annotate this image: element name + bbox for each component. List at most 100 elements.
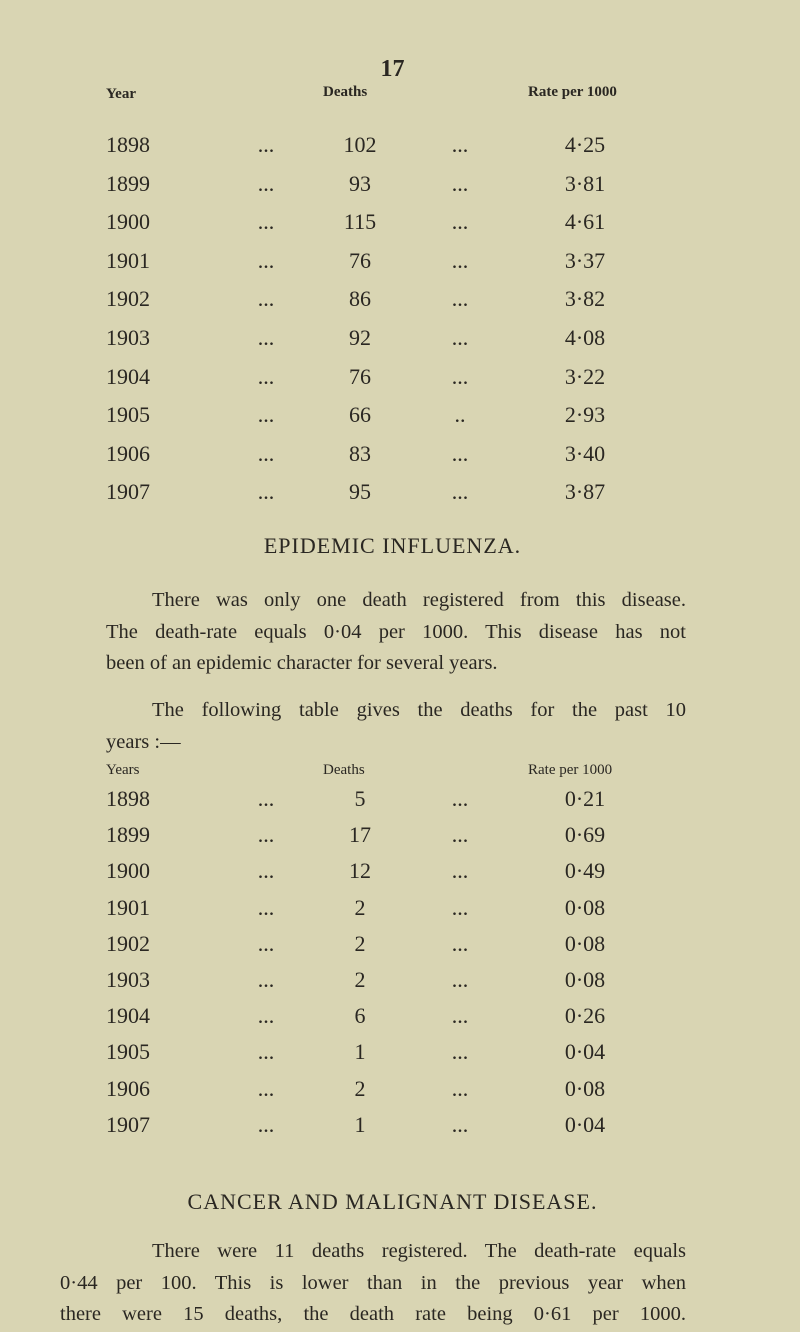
year-cell: 1906 [106, 440, 150, 466]
deaths-cell: 95 [349, 479, 371, 505]
table-row: 1907... 95... 3·87 [0, 477, 800, 507]
deaths-cell: 76 [349, 363, 371, 389]
leader-dots: ... [451, 967, 469, 992]
table-row: 1900... 12... 0·49 [0, 856, 800, 886]
leader-dots: ... [257, 479, 275, 505]
deaths-cell: 92 [349, 325, 371, 350]
rate-cell: 0·08 [564, 967, 606, 992]
leader-dots: ... [257, 440, 275, 466]
deaths-cell: 2 [354, 930, 366, 956]
leader-dots: ... [257, 247, 275, 273]
table-row: 1899... 17... 0·69 [0, 820, 800, 850]
deaths-cell: 1 [354, 1039, 366, 1065]
deaths-cell: 115 [343, 209, 377, 235]
col-header-rate: Rate per 1000 [528, 84, 617, 100]
text-line: The death-rate equals 0·04 per 1000. Thi… [106, 620, 686, 643]
text-line: There were 11 deaths registered. The dea… [152, 1240, 686, 1262]
table-row: 1900... 115... 4·61 [0, 207, 800, 237]
col-header-years: Years [106, 762, 140, 778]
year-cell: 1901 [106, 247, 150, 273]
deaths-cell: 2 [354, 1075, 366, 1101]
deaths-cell: 76 [349, 247, 371, 273]
table-row: 1901... 76... 3·37 [0, 246, 800, 276]
leader-dots: ... [257, 170, 275, 196]
deaths-cell: 6 [354, 1003, 366, 1029]
year-cell: 1907 [106, 1111, 150, 1137]
leader-dots: ... [451, 286, 469, 312]
leader-dots: ... [451, 894, 469, 920]
year-cell: 1898 [106, 786, 150, 811]
leader-dots: ... [451, 930, 469, 956]
table-row: 1902... 86... 3·82 [0, 284, 800, 314]
col-header-deaths: Deaths [323, 84, 368, 100]
text-line: there were 15 deaths, the death rate bei… [60, 1303, 686, 1325]
rate-cell: 0·26 [564, 1003, 606, 1029]
table-row: 1907... 1... 0·04 [0, 1110, 800, 1140]
section-heading-cancer: CANCER AND MALIGNANT DISEASE. [187, 1189, 598, 1214]
rate-cell: 2·93 [564, 402, 606, 428]
leader-dots: ... [257, 1075, 275, 1101]
year-cell: 1902 [106, 930, 150, 956]
deaths-cell: 12 [349, 858, 371, 884]
text-line: been of an epidemic character for severa… [106, 652, 498, 674]
leader-dots: ... [451, 479, 469, 505]
text-line: There was only one death registered from… [152, 589, 686, 611]
leader-dots: ... [451, 1111, 469, 1137]
year-cell: 1899 [106, 170, 150, 196]
table-row: 1906... 83... 3·40 [0, 439, 800, 469]
table-row: 1901... 2... 0·08 [0, 893, 800, 923]
year-cell: 1902 [106, 286, 150, 312]
leader-dots: ... [257, 930, 275, 956]
rate-cell: 3·87 [564, 479, 606, 505]
text-line: The following table gives the deaths for… [152, 699, 686, 721]
leader-dots: ... [451, 247, 469, 273]
year-cell: 1905 [106, 1039, 150, 1065]
year-cell: 1901 [106, 894, 150, 920]
table-row: 1905... 66.. 2·93 [0, 400, 800, 430]
leader-dots: ... [257, 1111, 275, 1137]
leader-dots: ... [257, 325, 275, 350]
table-row: 1898... 102... 4·25 [0, 130, 800, 160]
section-heading-influenza: EPIDEMIC INFLUENZA. [263, 533, 522, 558]
table-row: 1905... 1... 0·04 [0, 1037, 800, 1067]
leader-dots: ... [451, 822, 469, 848]
leader-dots: ... [451, 363, 469, 389]
table-row: 1902... 2... 0·08 [0, 929, 800, 959]
cancer-paragraph: There were 11 deaths registered. The dea… [60, 1236, 686, 1331]
year-cell: 1905 [106, 402, 150, 428]
leader-dots: ... [451, 1075, 469, 1101]
rate-cell: 3·82 [564, 286, 606, 312]
text-line: 0·44 per 100. This is lower than in the … [60, 1271, 686, 1294]
rate-cell: 0·69 [564, 822, 606, 848]
year-cell: 1903 [106, 967, 150, 992]
col-header-year: Year [106, 86, 136, 102]
table-row: 1904... 6... 0·26 [0, 1001, 800, 1031]
table-row: 1898... 5... 0·21 [0, 784, 800, 814]
year-cell: 1898 [106, 132, 150, 157]
rate-cell: 4·25 [564, 132, 606, 157]
deaths-cell: 17 [349, 822, 371, 848]
rate-cell: 4·08 [564, 325, 606, 350]
year-cell: 1906 [106, 1075, 150, 1101]
rate-cell: 0·21 [564, 786, 606, 811]
leader-dots: ... [451, 325, 469, 350]
leader-dots: ... [451, 786, 469, 811]
leader-dots: ... [451, 440, 469, 466]
page-number: 17 [380, 56, 405, 82]
deaths-cell: 2 [354, 967, 366, 992]
table-intro-paragraph: The following table gives the deaths for… [106, 695, 686, 758]
rate-cell: 0·08 [564, 930, 606, 956]
influenza-paragraph: There was only one death registered from… [106, 585, 686, 680]
rate-cell: 3·81 [564, 170, 606, 196]
year-cell: 1900 [106, 209, 150, 235]
rate-cell: 0·04 [564, 1111, 606, 1137]
leader-dots: ... [257, 1003, 275, 1029]
year-cell: 1903 [106, 325, 150, 350]
leader-dots: ... [257, 402, 275, 428]
text-line: years :— [106, 730, 181, 753]
rate-cell: 0·08 [564, 894, 606, 920]
year-cell: 1899 [106, 822, 150, 848]
year-cell: 1907 [106, 479, 150, 505]
leader-dots: ... [257, 363, 275, 389]
table-row: 1906... 2... 0·08 [0, 1074, 800, 1104]
